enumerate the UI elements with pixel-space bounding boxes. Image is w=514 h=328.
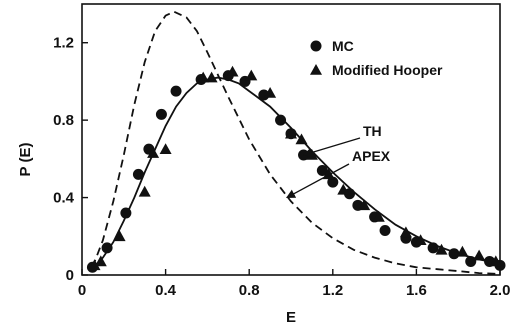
mc-point [120, 208, 131, 219]
x-axis-label: E [286, 309, 296, 326]
modified-hooper-point [139, 186, 151, 197]
mc-point [102, 242, 113, 253]
plot-frame [82, 4, 500, 275]
series-lines [93, 12, 501, 274]
series-line-th [93, 78, 501, 270]
mc-point [449, 248, 460, 259]
legend-marker-mc [311, 41, 322, 52]
legend: MC Modified Hooper [310, 38, 443, 78]
x-tick-label: 1.2 [322, 282, 343, 299]
mc-point [133, 169, 144, 180]
legend-marker-modified-hooper [310, 64, 322, 75]
annotation-th: TH [363, 123, 382, 139]
x-tick-label: 2.0 [490, 282, 511, 299]
legend-label: MC [332, 38, 354, 54]
mc-point [428, 242, 439, 253]
modified-hooper-point [95, 255, 107, 266]
modified-hooper-point [160, 143, 172, 154]
annotation-apex: APEX [352, 148, 391, 164]
x-tick-label: 0.4 [155, 282, 177, 299]
y-tick-label: 0.8 [53, 112, 74, 129]
modified-hooper-point [114, 230, 126, 241]
mc-point [156, 109, 167, 120]
mc-point [465, 256, 476, 267]
y-axis-label: P (E) [17, 143, 34, 177]
modified-hooper-point [473, 250, 485, 261]
modified-hooper-point [245, 70, 257, 81]
legend-label: Modified Hooper [332, 62, 443, 78]
x-tick-label: 1.6 [406, 282, 427, 299]
x-tick-label: 0.8 [239, 282, 260, 299]
series-points [87, 66, 506, 273]
mc-point [380, 225, 391, 236]
y-tick-label: 0 [66, 267, 74, 284]
x-tick-label: 0 [78, 282, 86, 299]
y-tick-label: 0.4 [53, 190, 75, 207]
mc-point [275, 115, 286, 126]
modified-hooper-point [206, 72, 218, 83]
y-tick-label: 1.2 [53, 35, 74, 52]
series-line-apex [93, 12, 501, 274]
mc-point [171, 86, 182, 97]
x-axis-ticks: 0 0.4 0.8 1.2 1.6 2.0 [78, 269, 511, 299]
